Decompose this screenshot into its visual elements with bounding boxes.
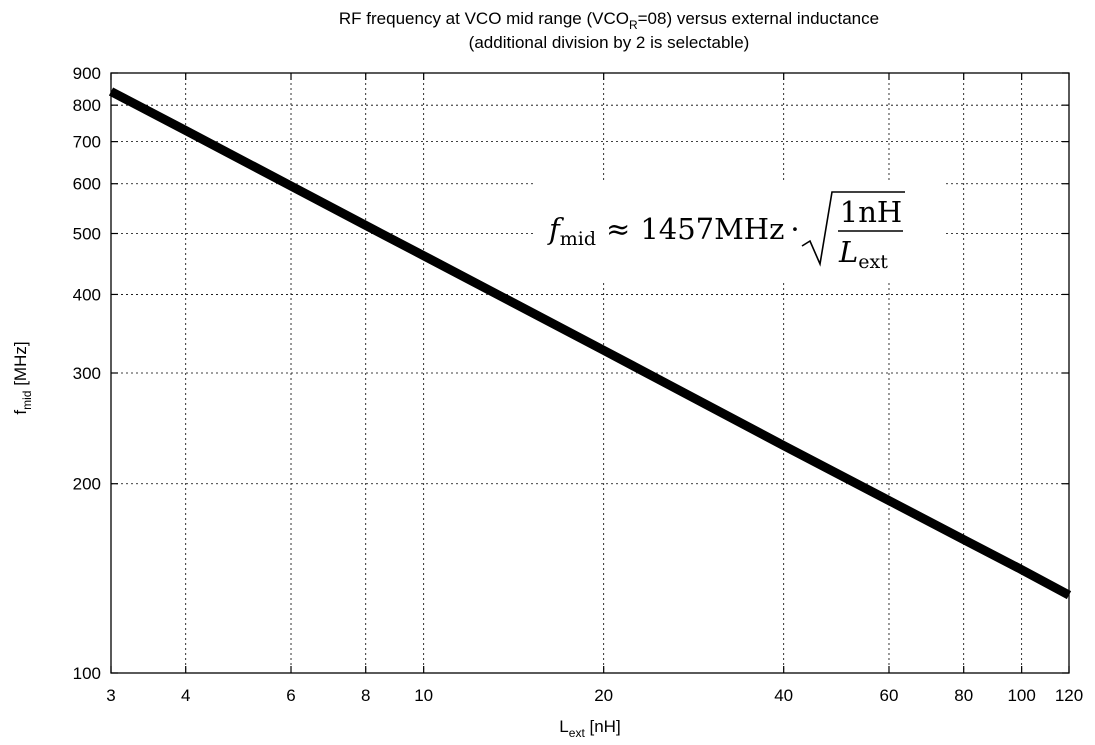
x-tick-label: 3 [106,686,115,705]
x-tick-label: 6 [286,686,295,705]
y-tick-label: 500 [73,225,101,244]
x-tick-label: 8 [361,686,370,705]
title-main: RF frequency at VCO mid range (VCO [339,9,629,28]
x-label-unit: [nH] [585,717,621,736]
series-line [108,87,1072,600]
formula-dot: · [790,212,799,246]
x-tick-label: 40 [774,686,793,705]
formula-denominator-l: L [838,235,858,269]
x-tick-label: 120 [1055,686,1083,705]
y-tick-label: 800 [73,96,101,115]
y-tick-label: 100 [73,664,101,683]
y-label-unit: [MHz] [11,341,30,390]
formula-value: 1457MHz [640,212,784,246]
formula-denominator: Lext [838,235,888,273]
chart-title-line2: (additional division by 2 is selectable) [469,33,750,52]
sqrt-sign [801,191,905,267]
y-tick-label: 200 [73,475,101,494]
formula-background [535,182,943,282]
plot-frame [110,72,1070,674]
y-tick-label: 600 [73,175,101,194]
y-tick-label: 400 [73,285,101,304]
y-tick-label: 900 [73,64,101,83]
formula-denominator-sub: ext [858,251,888,273]
x-tick-label: 80 [954,686,973,705]
x-tick-label: 4 [181,686,190,705]
y-label-sub: mid [20,391,34,410]
tick-layer: 3 4 6 8 10 20 40 60 80 100 120 100 200 300 400 500 600 70… [73,64,1084,705]
x-axis-label: Lext [nH] [559,717,620,740]
y-tick-label: 700 [73,133,101,152]
title-end: =08) versus external inductance [638,9,879,28]
x-tick-label: 10 [414,686,433,705]
grid-layer [111,73,1069,673]
chart-title-line1: RF frequency at VCO mid range (VCOR=08) … [339,9,879,32]
y-axis-label: fmid [MHz] [11,341,34,414]
formula-f-sub: mid [560,228,596,250]
formula-numerator: 1nH [840,195,902,229]
x-tick-label: 60 [880,686,899,705]
formula: fmid ≈1457MHz · [547,212,800,250]
x-tick-label: 100 [1007,686,1035,705]
x-tick-label: 20 [594,686,613,705]
x-label-main: L [559,717,568,736]
y-label-main: f [11,410,30,415]
y-tick-label: 300 [73,364,101,383]
formula-approx: ≈ [606,212,630,246]
title-sub: R [629,18,638,32]
x-label-sub: ext [569,726,586,740]
